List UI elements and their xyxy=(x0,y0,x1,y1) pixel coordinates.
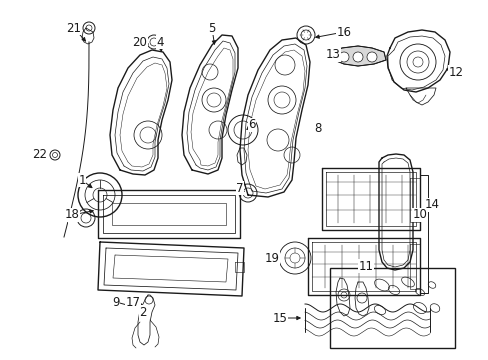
Text: 2: 2 xyxy=(139,306,146,319)
Bar xyxy=(329,268,454,348)
Text: 8: 8 xyxy=(314,122,321,135)
Text: 10: 10 xyxy=(412,208,427,221)
Circle shape xyxy=(366,52,376,62)
Text: 17: 17 xyxy=(125,296,140,309)
Text: 7: 7 xyxy=(236,181,243,194)
Text: 18: 18 xyxy=(64,208,79,221)
Polygon shape xyxy=(332,46,385,66)
Circle shape xyxy=(338,52,348,62)
Text: 3: 3 xyxy=(68,211,76,225)
Circle shape xyxy=(352,52,362,62)
Text: 4: 4 xyxy=(156,36,163,49)
Text: 20: 20 xyxy=(132,36,147,49)
Text: 6: 6 xyxy=(248,118,255,131)
Text: 19: 19 xyxy=(264,252,279,265)
Text: 21: 21 xyxy=(66,22,81,35)
Text: 15: 15 xyxy=(272,311,287,324)
Text: 9: 9 xyxy=(112,296,120,309)
Text: 12: 12 xyxy=(447,66,463,78)
Text: 1: 1 xyxy=(78,174,85,186)
Text: 5: 5 xyxy=(208,22,215,35)
Text: 22: 22 xyxy=(32,148,47,162)
Text: 16: 16 xyxy=(336,26,351,39)
Text: 11: 11 xyxy=(358,260,373,273)
Text: 13: 13 xyxy=(325,49,340,62)
Text: 14: 14 xyxy=(424,198,439,211)
